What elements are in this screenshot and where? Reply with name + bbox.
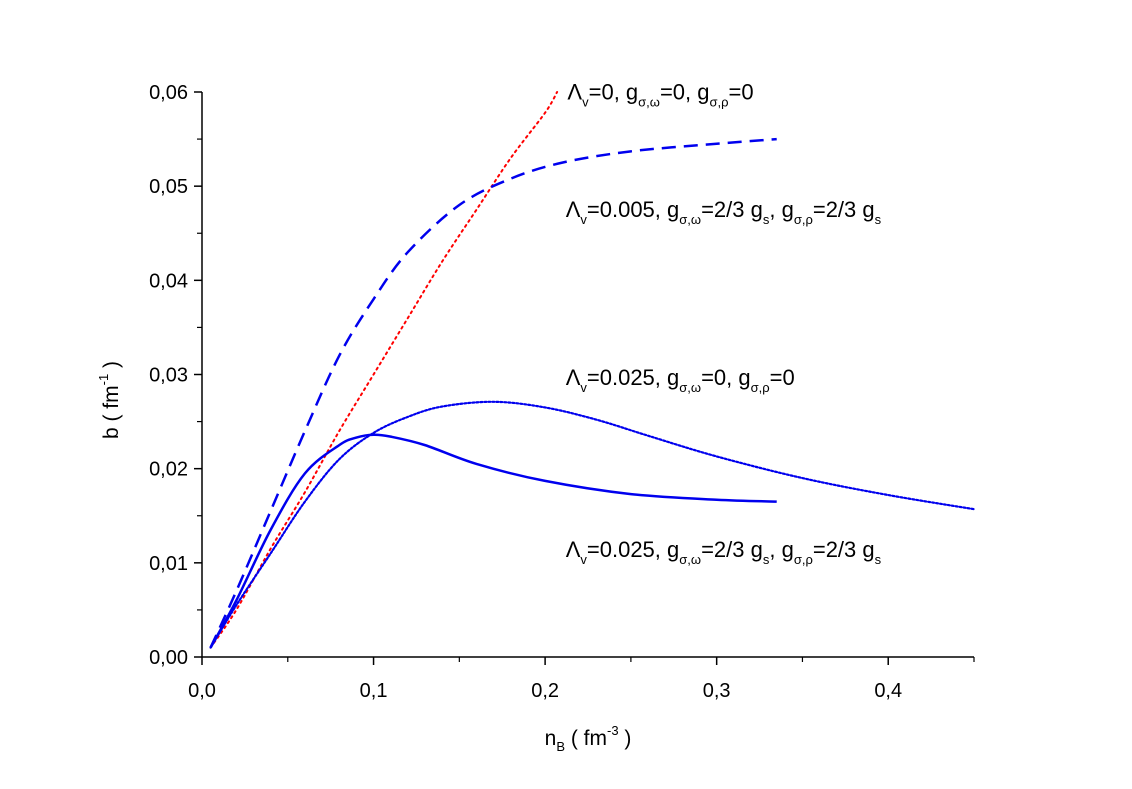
series-group <box>209 91 976 649</box>
x-axis-label: nB ( fm-3 ) <box>545 723 632 754</box>
x-tick-label: 0,2 <box>531 680 559 702</box>
x-tick-label: 0,4 <box>874 680 902 702</box>
y-tick-label: 0,05 <box>149 176 188 198</box>
y-tick-label: 0,02 <box>149 459 188 481</box>
series-line-dotted-blue <box>209 400 976 649</box>
series-line-dotted-red <box>209 91 559 649</box>
x-tick-label: 0,1 <box>360 680 388 702</box>
annotation-ann-3: Λv=0.025, gσ,ω=0, gσ,ρ=0 <box>566 365 795 395</box>
x-tick-label: 0,0 <box>188 680 216 702</box>
series-line-dashed-blue <box>209 137 777 649</box>
y-tick-label: 0,03 <box>149 365 188 387</box>
series-line-solid-blue <box>209 433 777 649</box>
y-tick-label: 0,00 <box>149 647 188 669</box>
annotation-ann-1: Λv=0, gσ,ω=0, gσ,ρ=0 <box>567 80 753 110</box>
annotation-ann-2: Λv=0.005, gσ,ω=2/3 gs, gσ,ρ=2/3 gs <box>566 197 882 227</box>
x-axis-ticks: 0,0 0,1 0,2 0,3 0,4 <box>188 657 975 702</box>
annotation-ann-4: Λv=0.025, gσ,ω=2/3 gs, gσ,ρ=2/3 gs <box>566 537 882 567</box>
annotations: Λv=0, gσ,ω=0, gσ,ρ=0 Λv=0.005, gσ,ω=2/3 g… <box>566 80 882 568</box>
x-tick-label: 0,3 <box>703 680 731 702</box>
y-tick-label: 0,04 <box>149 270 188 292</box>
y-axis-label: b ( fm-1 ) <box>96 361 123 439</box>
y-axis-ticks: 0,00 0,01 0,02 0,03 0,04 0,05 0,06 <box>149 82 202 669</box>
y-tick-label: 0,06 <box>149 82 188 104</box>
y-tick-label: 0,01 <box>149 553 188 575</box>
